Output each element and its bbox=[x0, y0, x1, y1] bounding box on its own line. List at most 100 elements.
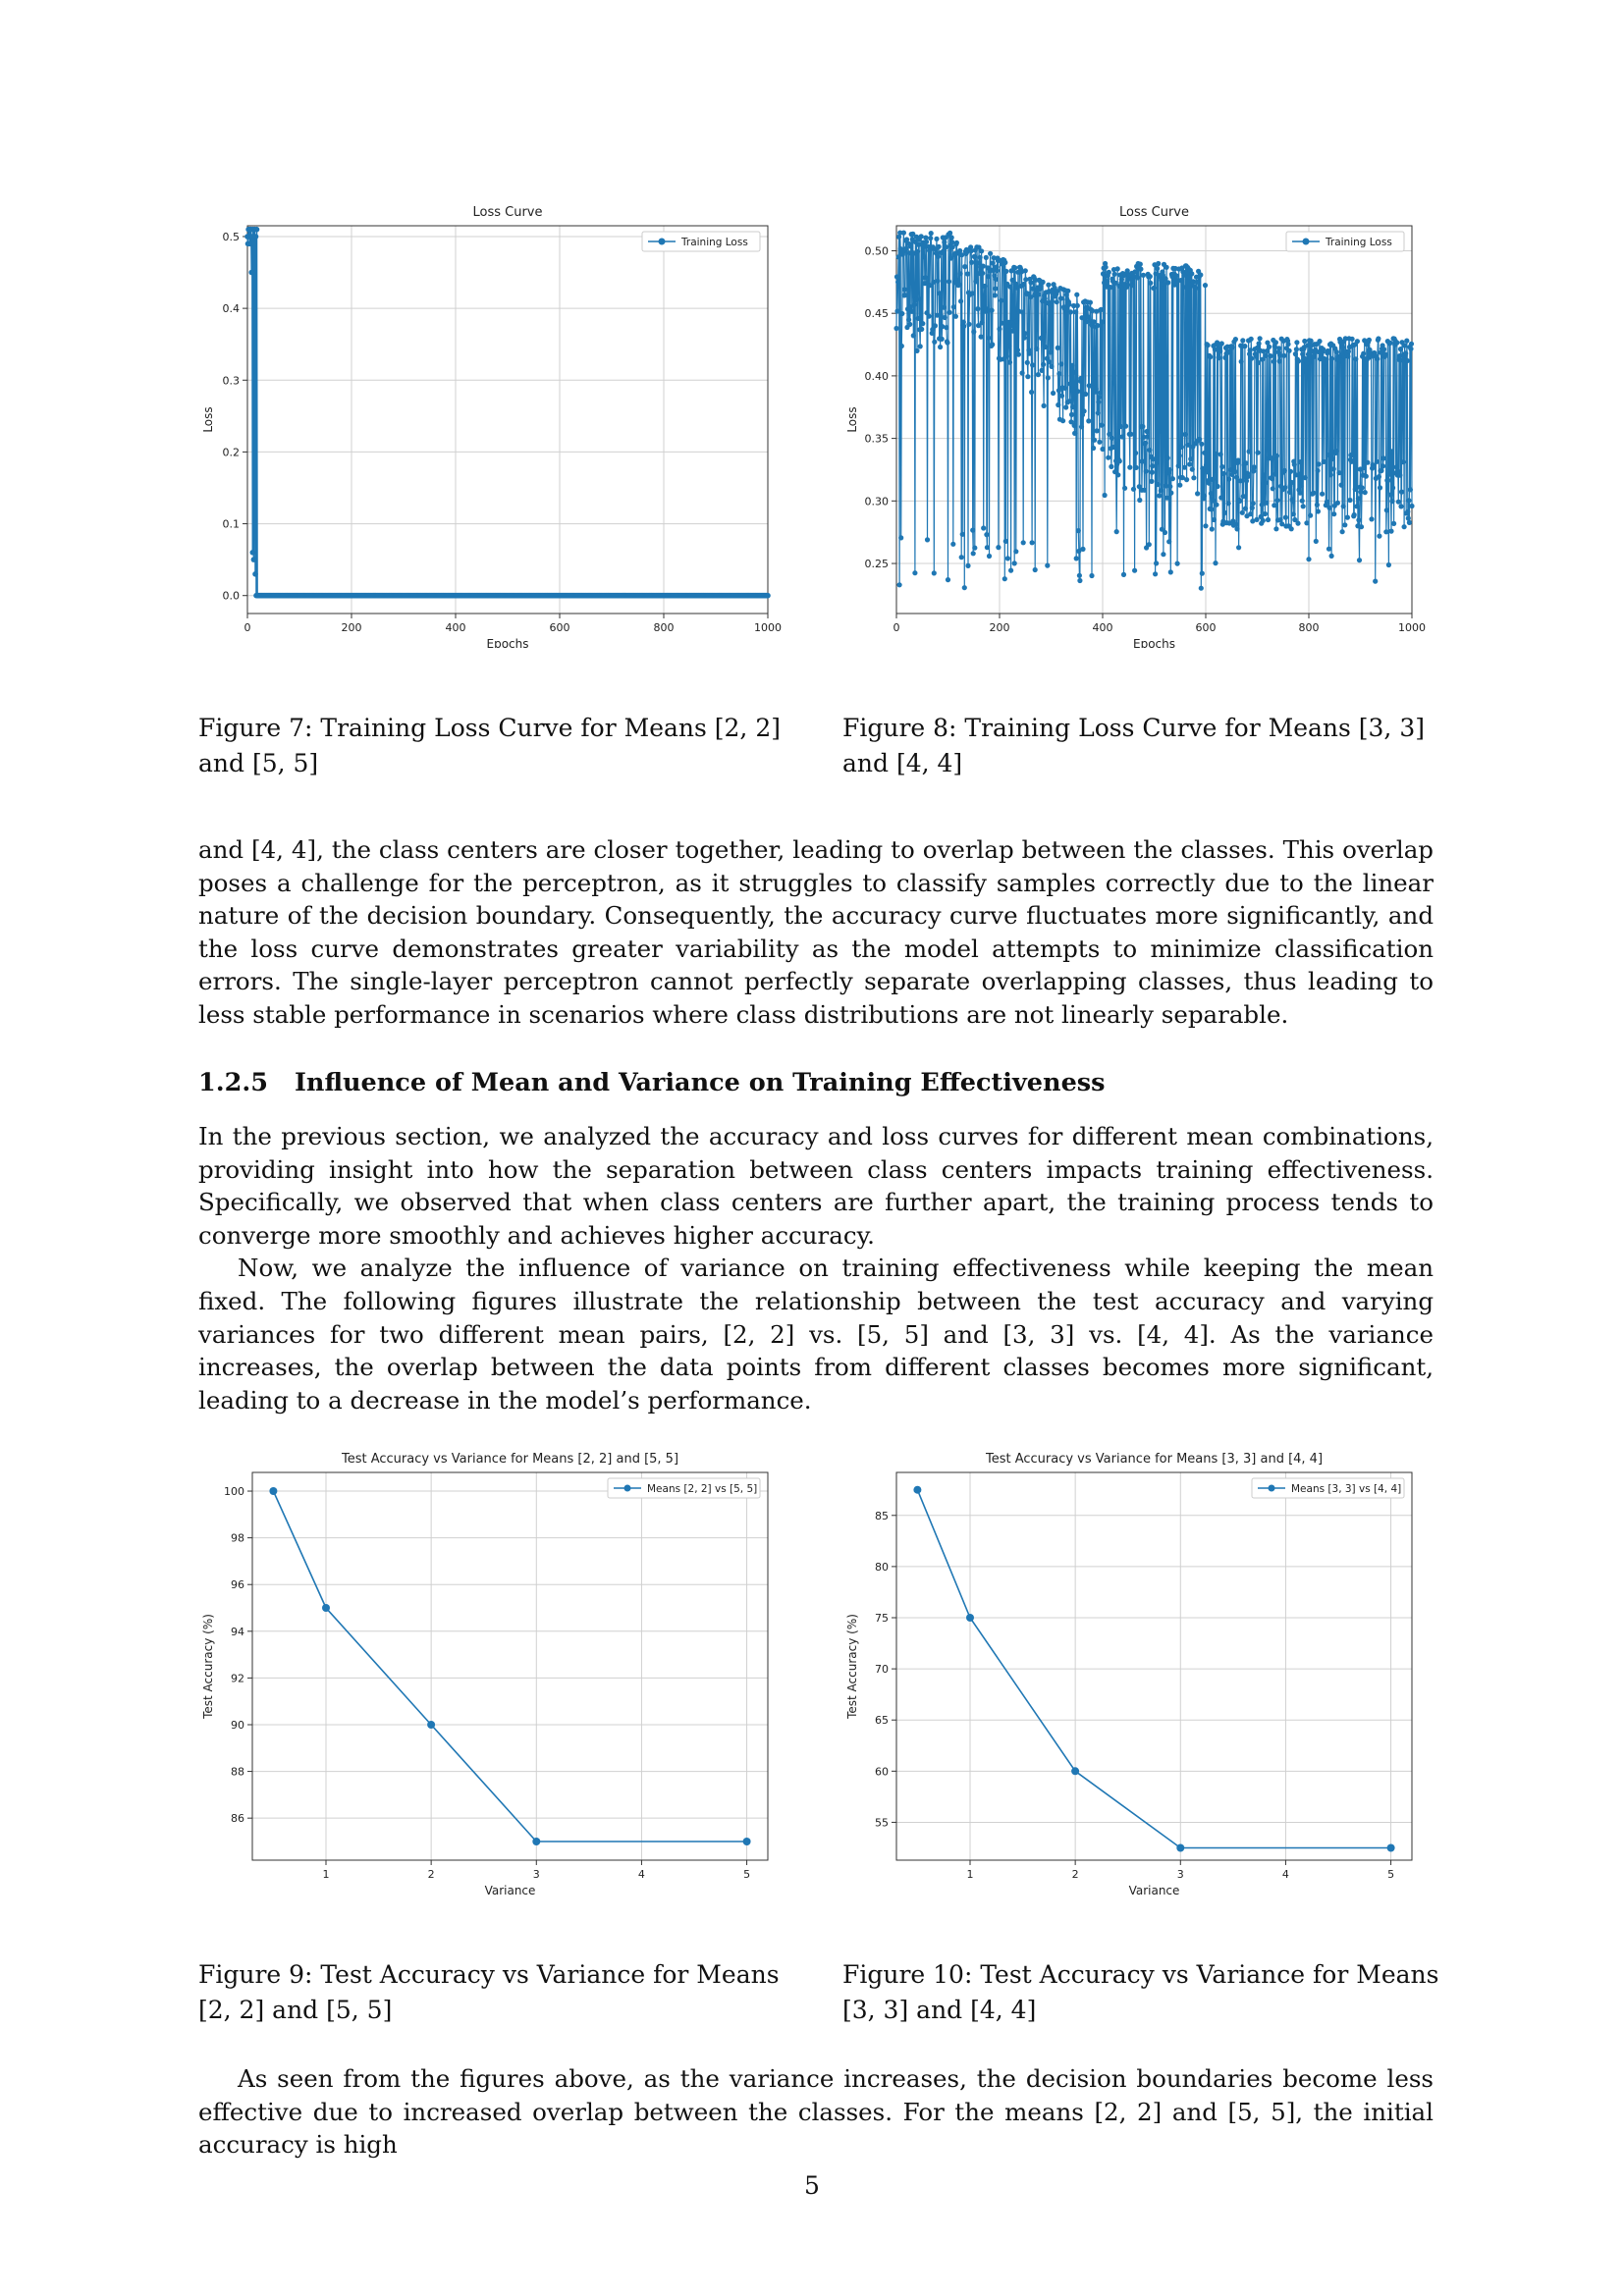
data-point bbox=[1350, 452, 1356, 458]
data-point bbox=[1153, 271, 1159, 277]
data-point bbox=[1227, 348, 1233, 354]
data-point bbox=[1225, 501, 1231, 507]
data-point bbox=[1381, 347, 1387, 352]
data-point bbox=[1166, 539, 1172, 545]
data-point bbox=[1230, 518, 1236, 524]
data-point bbox=[1409, 503, 1415, 509]
x-tick-label: 1000 bbox=[1398, 621, 1426, 634]
x-tick-label: 600 bbox=[550, 621, 570, 634]
data-point bbox=[1317, 339, 1323, 345]
data-point bbox=[1243, 478, 1250, 484]
data-point bbox=[1281, 352, 1287, 358]
figure-9-accuracy-vs-variance: Test Accuracy vs Variance for Means [2, … bbox=[198, 1443, 787, 1895]
x-tick-label: 0 bbox=[244, 621, 251, 634]
data-point bbox=[1316, 461, 1322, 467]
data-point bbox=[941, 248, 947, 254]
data-point bbox=[1267, 344, 1272, 349]
data-point bbox=[1237, 478, 1243, 484]
data-point bbox=[1008, 567, 1014, 573]
accuracy-chart-means-3-3-4-4: Test Accuracy vs Variance for Means [3, … bbox=[845, 1452, 1413, 1895]
data-point bbox=[906, 250, 912, 256]
data-point bbox=[1405, 508, 1411, 514]
data-point bbox=[1406, 498, 1412, 504]
data-point bbox=[1263, 480, 1269, 486]
data-point bbox=[1242, 506, 1248, 511]
figure-9-caption: Figure 9: Test Accuracy vs Variance for … bbox=[198, 1960, 780, 2024]
y-tick-label: 0.30 bbox=[865, 495, 890, 507]
data-point bbox=[1326, 452, 1331, 458]
data-point bbox=[1112, 280, 1118, 286]
data-point bbox=[1254, 516, 1260, 522]
data-point bbox=[1199, 570, 1205, 576]
series-means-3-3-vs-4-4 bbox=[913, 1485, 1395, 1852]
data-point bbox=[1137, 261, 1143, 267]
y-tick-label: 92 bbox=[231, 1672, 244, 1684]
data-point bbox=[1292, 516, 1298, 523]
data-point bbox=[921, 254, 927, 260]
data-point bbox=[1156, 260, 1162, 267]
data-point bbox=[1281, 467, 1287, 474]
data-point bbox=[949, 244, 955, 250]
data-point bbox=[1164, 483, 1169, 489]
data-point bbox=[1099, 319, 1106, 325]
data-point bbox=[1299, 498, 1305, 504]
data-point bbox=[1393, 464, 1399, 470]
data-point bbox=[942, 240, 947, 245]
data-point bbox=[1071, 302, 1077, 309]
data-point bbox=[1383, 507, 1389, 513]
data-point bbox=[1251, 468, 1257, 474]
data-point bbox=[1167, 569, 1173, 575]
loss-curve-chart-means-3-3-4-4: Loss Curve 0 200 400 600 800 1000 0.25 0.30 0.35 0… bbox=[845, 205, 1426, 648]
data-point bbox=[1287, 489, 1293, 495]
data-point bbox=[1143, 440, 1149, 446]
data-point bbox=[1013, 318, 1019, 324]
x-tick-label: 5 bbox=[1387, 1868, 1394, 1881]
data-point bbox=[1380, 343, 1385, 348]
data-point bbox=[914, 347, 920, 353]
data-point bbox=[1238, 358, 1244, 364]
data-point bbox=[1215, 483, 1220, 490]
data-point bbox=[1222, 354, 1228, 360]
data-point bbox=[1040, 279, 1046, 285]
data-point bbox=[1408, 346, 1414, 351]
data-point bbox=[1321, 347, 1326, 352]
data-point bbox=[921, 243, 927, 249]
y-tick-label: 0.1 bbox=[223, 518, 241, 531]
data-point bbox=[968, 248, 974, 254]
data-point bbox=[1067, 381, 1073, 387]
data-point bbox=[948, 235, 954, 240]
data-point bbox=[1379, 467, 1384, 474]
data-point bbox=[1157, 493, 1163, 499]
data-point bbox=[966, 1614, 974, 1622]
data-point bbox=[1106, 269, 1111, 275]
data-point bbox=[1202, 450, 1208, 455]
data-point bbox=[1305, 351, 1312, 357]
data-point bbox=[1001, 576, 1007, 582]
data-point bbox=[1167, 484, 1173, 490]
data-point bbox=[1095, 323, 1101, 329]
section-heading: 1.2.5 Influence of Mean and Variance on T… bbox=[198, 1068, 1106, 1097]
data-point bbox=[1086, 418, 1092, 424]
data-point bbox=[894, 308, 900, 314]
data-point bbox=[1408, 341, 1415, 347]
data-point bbox=[1124, 268, 1130, 274]
data-point bbox=[1010, 328, 1016, 334]
data-point bbox=[1077, 577, 1083, 584]
data-point bbox=[1108, 285, 1113, 291]
data-point bbox=[1087, 299, 1093, 305]
data-point bbox=[1030, 362, 1036, 368]
data-point bbox=[1036, 292, 1042, 297]
data-point bbox=[1083, 391, 1089, 398]
data-point bbox=[1163, 276, 1168, 282]
data-point bbox=[911, 301, 917, 307]
data-point bbox=[1066, 301, 1072, 307]
data-point bbox=[1245, 473, 1251, 479]
data-point bbox=[928, 231, 934, 237]
data-point bbox=[1095, 410, 1101, 416]
data-point bbox=[1023, 277, 1029, 283]
data-point bbox=[1391, 520, 1397, 526]
data-point bbox=[991, 268, 997, 274]
data-point bbox=[1089, 307, 1096, 314]
data-point bbox=[1349, 336, 1355, 342]
data-point bbox=[1066, 399, 1072, 404]
